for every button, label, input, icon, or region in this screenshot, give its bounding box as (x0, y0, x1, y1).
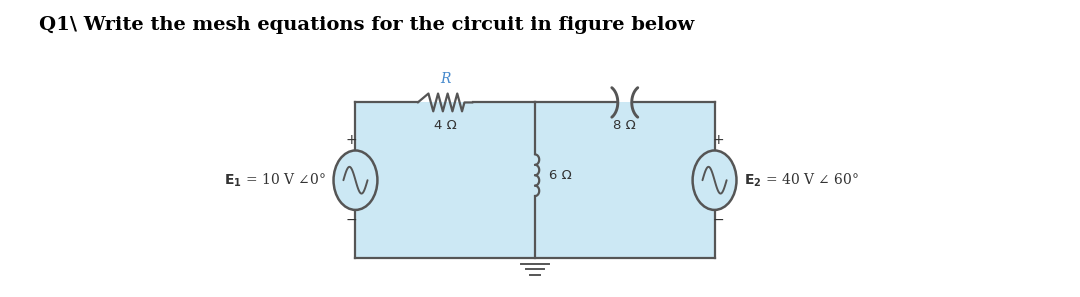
Ellipse shape (334, 151, 377, 210)
Text: −: − (713, 213, 725, 227)
Text: 8 Ω: 8 Ω (613, 119, 636, 132)
Text: Q1\ Write the mesh equations for the circuit in figure below: Q1\ Write the mesh equations for the cir… (39, 16, 694, 34)
Text: $\mathbf{E_1}$ = 10 V ∠0°: $\mathbf{E_1}$ = 10 V ∠0° (224, 171, 325, 189)
Text: 6 Ω: 6 Ω (549, 169, 571, 182)
Ellipse shape (692, 151, 737, 210)
Bar (355, 102, 535, 258)
Text: $\mathbf{E_2}$ = 40 V ∠ 60°: $\mathbf{E_2}$ = 40 V ∠ 60° (744, 171, 860, 189)
Text: R: R (440, 72, 450, 86)
Text: +: + (713, 132, 725, 146)
Text: +: + (346, 132, 357, 146)
Text: 4 Ω: 4 Ω (434, 119, 457, 132)
Bar (535, 102, 715, 258)
Text: −: − (346, 213, 357, 227)
